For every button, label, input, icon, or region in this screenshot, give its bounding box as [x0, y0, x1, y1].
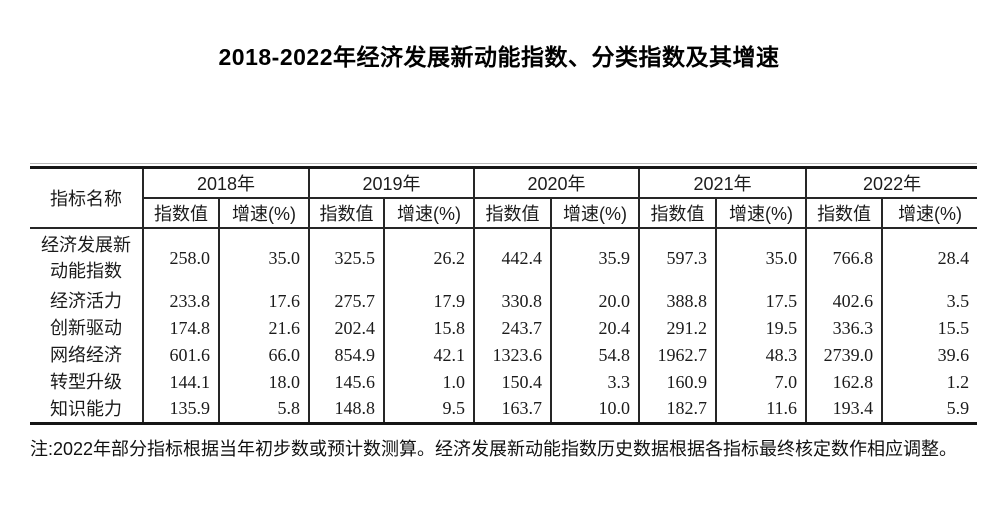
- growth-value-cell: 18.0: [217, 368, 310, 396]
- index-value-cell: 1962.7: [638, 341, 717, 369]
- growth-value-cell: 17.9: [383, 287, 475, 315]
- growth-value-cell: 35.9: [550, 227, 640, 288]
- growth-value-cell: 7.0: [715, 368, 807, 396]
- growth-value-cell: 1.2: [881, 368, 978, 396]
- index-value-cell: 402.6: [805, 287, 883, 315]
- index-value-header: 指数值: [308, 197, 385, 229]
- index-value-cell: 258.0: [142, 227, 219, 288]
- row-label: 知识能力: [50, 398, 122, 419]
- index-value-cell: 1323.6: [473, 341, 552, 369]
- index-value-cell: 243.7: [473, 314, 552, 342]
- table-row: 经济活力 233.8 17.6 275.7 17.9 330.8 20.0 38…: [30, 287, 978, 315]
- index-value-cell: 336.3: [805, 314, 883, 342]
- table-row: 经济发展新 动能指数 258.0 35.0 325.5 26.2 442.4 3…: [30, 227, 978, 288]
- growth-rate-header: 增速(%): [383, 197, 475, 229]
- table-row: 网络经济 601.6 66.0 854.9 42.1 1323.6 54.8 1…: [30, 341, 978, 369]
- table-row: 转型升级 144.1 18.0 145.6 1.0 150.4 3.3 160.…: [30, 368, 978, 396]
- growth-value-cell: 28.4: [881, 227, 978, 288]
- row-label: 网络经济: [50, 345, 122, 365]
- index-value-cell: 275.7: [308, 287, 385, 315]
- growth-value-cell: 20.0: [550, 287, 640, 315]
- year-header-2020: 2020年: [473, 167, 640, 199]
- growth-value-cell: 3.3: [550, 368, 640, 396]
- page: 2018-2022年经济发展新动能指数、分类指数及其增速 指标名称 2018年 …: [30, 44, 978, 459]
- index-value-cell: 150.4: [473, 368, 552, 396]
- index-value-cell: 854.9: [308, 341, 385, 369]
- growth-rate-header: 增速(%): [881, 197, 978, 229]
- year-header-2022: 2022年: [805, 167, 978, 199]
- index-value-cell: 162.8: [805, 368, 883, 396]
- index-value-cell: 330.8: [473, 287, 552, 315]
- growth-value-cell: 1.0: [383, 368, 475, 396]
- subheader-row: 指数值 增速(%) 指数值 增速(%) 指数值 增速(%) 指数值 增速(%) …: [30, 197, 978, 229]
- index-value-cell: 291.2: [638, 314, 717, 342]
- index-value-cell: 597.3: [638, 227, 717, 288]
- index-value-cell: 601.6: [142, 341, 219, 369]
- growth-value-cell: 15.5: [881, 314, 978, 342]
- growth-value-cell: 19.5: [715, 314, 807, 342]
- growth-value-cell: 11.6: [715, 395, 807, 423]
- growth-value-cell: 10.0: [550, 395, 640, 423]
- growth-value-cell: 9.5: [383, 395, 475, 423]
- row-label: 创新驱动: [50, 318, 122, 338]
- index-value-cell: 233.8: [142, 287, 219, 315]
- year-header-2021: 2021年: [638, 167, 807, 199]
- row-label: 转型升级: [50, 372, 122, 392]
- index-value-header: 指数值: [473, 197, 552, 229]
- index-value-cell: 135.9: [142, 395, 219, 423]
- index-value-cell: 174.8: [142, 314, 219, 342]
- table-row: 知识能力 135.9 5.8 148.8 9.5 163.7 10.0 182.…: [30, 395, 978, 423]
- growth-rate-header: 增速(%): [550, 197, 640, 229]
- year-header-row: 指标名称 2018年 2019年 2020年 2021年 2022年: [30, 167, 978, 229]
- growth-value-cell: 39.6: [881, 341, 978, 369]
- index-value-cell: 2739.0: [805, 341, 883, 369]
- index-value-cell: 325.5: [308, 227, 385, 288]
- index-value-cell: 182.7: [638, 395, 717, 423]
- growth-value-cell: 54.8: [550, 341, 640, 369]
- index-value-cell: 193.4: [805, 395, 883, 423]
- growth-value-cell: 20.4: [550, 314, 640, 342]
- index-value-cell: 442.4: [473, 227, 552, 288]
- growth-value-cell: 35.0: [715, 227, 807, 288]
- index-value-cell: 388.8: [638, 287, 717, 315]
- index-value-cell: 144.1: [142, 368, 219, 396]
- growth-value-cell: 35.0: [217, 227, 310, 288]
- table-title: 2018-2022年经济发展新动能指数、分类指数及其增速: [218, 44, 780, 70]
- year-header-2018: 2018年: [141, 167, 310, 199]
- row-label: 经济发展新 动能指数: [41, 235, 131, 281]
- index-value-cell: 160.9: [638, 368, 717, 396]
- table-row: 创新驱动 174.8 21.6 202.4 15.8 243.7 20.4 29…: [30, 314, 978, 342]
- index-value-cell: 766.8: [805, 227, 883, 288]
- index-value-header: 指数值: [805, 197, 883, 229]
- growth-value-cell: 21.6: [217, 314, 310, 342]
- index-value-cell: 202.4: [308, 314, 385, 342]
- footnote: 注:2022年部分指标根据当年初步数或预计数测算。经济发展新动能指数历史数据根据…: [30, 438, 958, 459]
- growth-value-cell: 3.5: [881, 287, 978, 315]
- row-label: 经济活力: [50, 291, 122, 311]
- growth-value-cell: 5.8: [217, 395, 310, 423]
- year-header-2019: 2019年: [308, 167, 475, 199]
- growth-value-cell: 15.8: [383, 314, 475, 342]
- statistics-table: 指标名称 2018年 2019年 2020年 2021年 2022年 指数值 增…: [30, 166, 978, 425]
- index-value-cell: 163.7: [473, 395, 552, 423]
- growth-value-cell: 17.5: [715, 287, 807, 315]
- growth-value-cell: 26.2: [383, 227, 475, 288]
- growth-value-cell: 66.0: [217, 341, 310, 369]
- statistics-table-wrap: 指标名称 2018年 2019年 2020年 2021年 2022年 指数值 增…: [30, 163, 978, 425]
- indicator-name-header: 指标名称: [30, 167, 143, 229]
- index-value-cell: 148.8: [308, 395, 385, 423]
- index-value-header: 指数值: [142, 197, 219, 229]
- growth-rate-header: 增速(%): [715, 197, 807, 229]
- growth-value-cell: 48.3: [715, 341, 807, 369]
- index-value-cell: 145.6: [308, 368, 385, 396]
- growth-value-cell: 17.6: [217, 287, 310, 315]
- growth-value-cell: 5.9: [881, 395, 978, 423]
- index-value-header: 指数值: [638, 197, 717, 229]
- growth-value-cell: 42.1: [383, 341, 475, 369]
- growth-rate-header: 增速(%): [217, 197, 310, 229]
